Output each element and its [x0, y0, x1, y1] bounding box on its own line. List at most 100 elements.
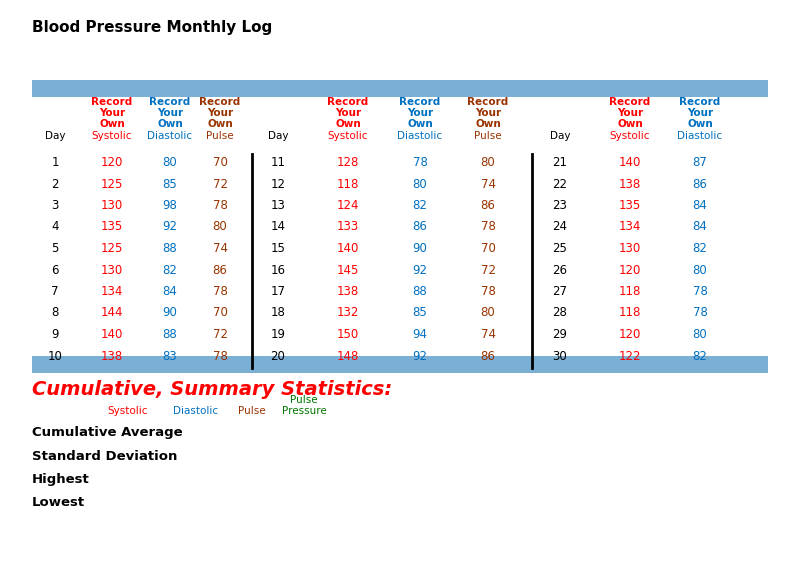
- Text: 86: 86: [481, 199, 495, 212]
- Text: 82: 82: [693, 350, 707, 362]
- Text: 86: 86: [481, 350, 495, 362]
- Text: 80: 80: [481, 156, 495, 169]
- Text: Own: Own: [335, 119, 361, 129]
- Text: 135: 135: [101, 221, 123, 233]
- Text: 78: 78: [413, 156, 427, 169]
- Text: 88: 88: [162, 242, 178, 255]
- Text: 3: 3: [51, 199, 58, 212]
- Text: Highest: Highest: [32, 473, 90, 486]
- Text: 88: 88: [162, 328, 178, 341]
- Text: Pulse: Pulse: [238, 406, 266, 416]
- Text: Pulse: Pulse: [206, 131, 234, 141]
- Text: 70: 70: [481, 242, 495, 255]
- Text: 138: 138: [101, 350, 123, 362]
- Text: 23: 23: [553, 199, 567, 212]
- Text: Diastolic: Diastolic: [147, 131, 193, 141]
- Text: 148: 148: [337, 350, 359, 362]
- Text: 130: 130: [619, 242, 641, 255]
- Text: 138: 138: [619, 177, 641, 191]
- Text: 118: 118: [619, 306, 641, 320]
- Text: 120: 120: [101, 156, 123, 169]
- Text: 78: 78: [213, 285, 227, 298]
- Text: 82: 82: [693, 242, 707, 255]
- Text: 8: 8: [51, 306, 58, 320]
- Text: 78: 78: [213, 350, 227, 362]
- Text: 86: 86: [413, 221, 427, 233]
- Text: 92: 92: [413, 263, 427, 276]
- Text: 138: 138: [337, 285, 359, 298]
- Text: Record: Record: [327, 97, 369, 107]
- Text: Your: Your: [335, 108, 361, 118]
- Text: 84: 84: [693, 221, 707, 233]
- Text: 28: 28: [553, 306, 567, 320]
- Text: 26: 26: [553, 263, 567, 276]
- Text: Systolic: Systolic: [92, 131, 132, 141]
- Text: 74: 74: [213, 242, 227, 255]
- Text: 72: 72: [213, 177, 227, 191]
- Text: Day: Day: [268, 131, 288, 141]
- Text: Pressure: Pressure: [282, 406, 326, 416]
- Text: 22: 22: [553, 177, 567, 191]
- Text: Systolic: Systolic: [108, 406, 148, 416]
- Text: 18: 18: [270, 306, 286, 320]
- Text: 10: 10: [47, 350, 62, 362]
- Text: 72: 72: [481, 263, 495, 276]
- Text: Your: Your: [475, 108, 501, 118]
- Text: Record: Record: [467, 97, 509, 107]
- Text: 88: 88: [413, 285, 427, 298]
- Text: 94: 94: [413, 328, 427, 341]
- Text: 82: 82: [413, 199, 427, 212]
- Text: 86: 86: [693, 177, 707, 191]
- Text: 118: 118: [619, 285, 641, 298]
- Text: 74: 74: [481, 177, 495, 191]
- Text: Systolic: Systolic: [610, 131, 650, 141]
- Text: Blood Pressure Monthly Log: Blood Pressure Monthly Log: [32, 20, 272, 35]
- Text: 24: 24: [553, 221, 567, 233]
- Text: 125: 125: [101, 242, 123, 255]
- Text: Lowest: Lowest: [32, 496, 85, 509]
- Text: 70: 70: [213, 156, 227, 169]
- Text: Pulse: Pulse: [290, 395, 318, 405]
- Text: 14: 14: [270, 221, 286, 233]
- Text: 15: 15: [270, 242, 286, 255]
- Text: Day: Day: [45, 131, 66, 141]
- Text: 4: 4: [51, 221, 58, 233]
- Text: 78: 78: [693, 285, 707, 298]
- Text: 130: 130: [101, 199, 123, 212]
- Text: 140: 140: [619, 156, 641, 169]
- Text: Pulse: Pulse: [474, 131, 502, 141]
- Text: 92: 92: [413, 350, 427, 362]
- Text: Record: Record: [91, 97, 133, 107]
- Text: Record: Record: [610, 97, 650, 107]
- Text: 74: 74: [481, 328, 495, 341]
- Text: Own: Own: [407, 119, 433, 129]
- Text: Diastolic: Diastolic: [678, 131, 722, 141]
- Text: Your: Your: [407, 108, 433, 118]
- Text: 29: 29: [553, 328, 567, 341]
- Text: 25: 25: [553, 242, 567, 255]
- Text: 78: 78: [213, 199, 227, 212]
- Text: 80: 80: [413, 177, 427, 191]
- Text: 13: 13: [270, 199, 286, 212]
- Text: 30: 30: [553, 350, 567, 362]
- Text: 80: 80: [481, 306, 495, 320]
- Text: 145: 145: [337, 263, 359, 276]
- Bar: [32, 356, 768, 373]
- Text: 134: 134: [101, 285, 123, 298]
- Text: Record: Record: [199, 97, 241, 107]
- Text: 86: 86: [213, 263, 227, 276]
- Text: 78: 78: [481, 221, 495, 233]
- Text: 17: 17: [270, 285, 286, 298]
- Text: Cumulative Average: Cumulative Average: [32, 426, 182, 439]
- Text: 87: 87: [693, 156, 707, 169]
- Text: 84: 84: [693, 199, 707, 212]
- Text: 7: 7: [51, 285, 58, 298]
- Text: 11: 11: [270, 156, 286, 169]
- Text: 20: 20: [270, 350, 286, 362]
- Text: 80: 80: [162, 156, 178, 169]
- Text: 78: 78: [481, 285, 495, 298]
- Text: Your: Your: [157, 108, 183, 118]
- Text: 70: 70: [213, 306, 227, 320]
- Text: Your: Your: [617, 108, 643, 118]
- Text: 80: 80: [693, 263, 707, 276]
